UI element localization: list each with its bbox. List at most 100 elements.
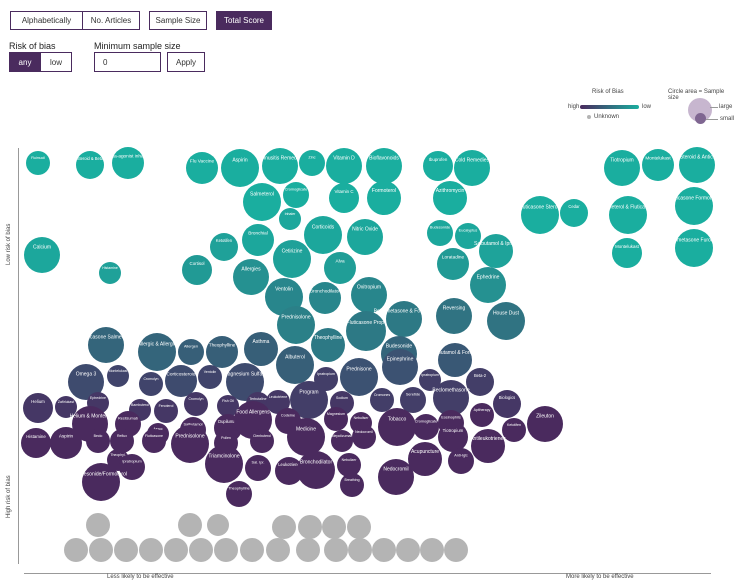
- bubble-circle[interactable]: [245, 455, 271, 481]
- bubble[interactable]: Loratadine: [437, 248, 469, 280]
- bubble-circle[interactable]: [331, 430, 353, 452]
- bubble-circle[interactable]: [23, 393, 53, 423]
- bubble-circle[interactable]: [604, 150, 640, 186]
- bubble[interactable]: [89, 538, 113, 562]
- bubble[interactable]: Breathing: [340, 473, 364, 497]
- bubble-circle[interactable]: [329, 183, 359, 213]
- bubble[interactable]: Fluticasone Steroid: [519, 196, 562, 234]
- bubble-circle[interactable]: [502, 418, 526, 442]
- bubble-circle[interactable]: [324, 252, 356, 284]
- bubble[interactable]: Sal. Ipr.: [245, 455, 271, 481]
- bubble[interactable]: [240, 538, 264, 562]
- bubble-circle[interactable]: [324, 407, 348, 431]
- bubble[interactable]: [322, 515, 346, 539]
- bubble-circle[interactable]: [311, 328, 345, 362]
- bubble[interactable]: Aspirin: [50, 427, 82, 459]
- bubble-circle[interactable]: [221, 149, 259, 187]
- bubble[interactable]: [86, 513, 110, 537]
- bubble[interactable]: Triamcinolone: [205, 445, 243, 483]
- bubble-circle[interactable]: [487, 302, 525, 340]
- bubble-circle[interactable]: [26, 151, 50, 175]
- bubble-circle[interactable]: [68, 364, 104, 400]
- bubble[interactable]: [296, 538, 320, 562]
- bubble-circle[interactable]: [186, 152, 218, 184]
- bubble-circle[interactable]: [217, 395, 239, 417]
- sort-total-score-button[interactable]: Total Score: [216, 11, 272, 30]
- bubble[interactable]: Ketotifen: [502, 418, 526, 442]
- bubble-circle[interactable]: [82, 463, 120, 501]
- bubble[interactable]: Fluticasone Salmeterol: [81, 327, 132, 363]
- bubble[interactable]: Corticosteroid: [165, 365, 197, 397]
- bubble-circle[interactable]: [351, 277, 387, 313]
- bubble[interactable]: Histamine: [21, 428, 51, 458]
- bubble-circle[interactable]: [438, 422, 468, 452]
- bubble-circle[interactable]: [283, 182, 309, 208]
- bubble[interactable]: Montelukast: [612, 238, 642, 268]
- bubble-circle[interactable]: [240, 538, 264, 562]
- bubble-circle[interactable]: [244, 332, 278, 366]
- bubble[interactable]: [420, 538, 444, 562]
- bubble-circle[interactable]: [675, 229, 713, 267]
- bubble[interactable]: Allergic & Allergic: [138, 333, 177, 371]
- bubble-circle[interactable]: [206, 336, 238, 368]
- bubble[interactable]: Beclometasone & Formote.: [374, 301, 435, 337]
- bubble[interactable]: Nitric Oxide: [347, 219, 383, 255]
- bubble[interactable]: [347, 515, 371, 539]
- bubble[interactable]: Prednisolone: [171, 425, 209, 463]
- bubble-circle[interactable]: [89, 538, 113, 562]
- bubble[interactable]: Inhaler: [279, 208, 301, 230]
- bubble-circle[interactable]: [86, 429, 110, 453]
- bubble-circle[interactable]: [139, 538, 163, 562]
- bubble-circle[interactable]: [370, 388, 394, 412]
- bubble[interactable]: Bronchial: [242, 224, 274, 256]
- bubble-circle[interactable]: [164, 538, 188, 562]
- bubble-circle[interactable]: [298, 515, 322, 539]
- bubble[interactable]: Nebulizer: [337, 453, 361, 477]
- bubble[interactable]: [139, 538, 163, 562]
- bubble[interactable]: Leukotriene: [275, 457, 303, 485]
- bubble-circle[interactable]: [243, 183, 281, 221]
- bubble-circle[interactable]: [420, 538, 444, 562]
- bubble[interactable]: Reversing: [436, 298, 472, 334]
- bubble-circle[interactable]: [114, 538, 138, 562]
- bubble[interactable]: Fenoterol: [154, 399, 178, 423]
- bubble-circle[interactable]: [214, 538, 238, 562]
- sort-articles-button[interactable]: No. Articles: [82, 11, 140, 30]
- bubble[interactable]: Ketotifen: [210, 233, 238, 261]
- bubble[interactable]: Tobacco: [378, 408, 416, 446]
- bubble-circle[interactable]: [76, 151, 104, 179]
- bubble[interactable]: Alva: [324, 252, 356, 284]
- bubble[interactable]: Ipratropium: [119, 454, 145, 480]
- bubble[interactable]: Cortisol: [182, 255, 212, 285]
- bubble-circle[interactable]: [112, 147, 144, 179]
- bubble[interactable]: Cetirizine: [273, 240, 311, 278]
- bubble-circle[interactable]: [184, 392, 208, 416]
- bubble-circle[interactable]: [347, 219, 383, 255]
- bubble-circle[interactable]: [154, 399, 178, 423]
- bubble[interactable]: Tiotropium: [438, 422, 468, 452]
- bubble-circle[interactable]: [290, 381, 328, 419]
- bubble-circle[interactable]: [436, 298, 472, 334]
- bubble[interactable]: Aspirin: [221, 149, 259, 187]
- bubble-circle[interactable]: [138, 333, 176, 371]
- bubble[interactable]: Cedar: [560, 199, 588, 227]
- bubble-circle[interactable]: [178, 339, 204, 365]
- bubble[interactable]: Vitamin D: [326, 148, 362, 184]
- bubble[interactable]: [114, 538, 138, 562]
- bubble-circle[interactable]: [448, 448, 474, 474]
- bubble[interactable]: Fluticasone: [142, 429, 166, 453]
- bubble-circle[interactable]: [479, 234, 513, 268]
- bubble[interactable]: Helium: [23, 393, 53, 423]
- min-sample-input[interactable]: 0: [94, 52, 161, 72]
- bubble-circle[interactable]: [413, 414, 439, 440]
- bubble[interactable]: Salmeterol & Fluticasone: [600, 196, 656, 234]
- bubble-circle[interactable]: [423, 151, 453, 181]
- bubble-circle[interactable]: [433, 181, 467, 215]
- bubble[interactable]: Asthma: [244, 332, 278, 366]
- bubble-circle[interactable]: [205, 445, 243, 483]
- bubble[interactable]: Biologics: [493, 390, 521, 418]
- bubble[interactable]: Nedocromil: [378, 459, 414, 495]
- bubble-circle[interactable]: [165, 365, 197, 397]
- bubble-circle[interactable]: [233, 259, 269, 295]
- bubble-circle[interactable]: [367, 181, 401, 215]
